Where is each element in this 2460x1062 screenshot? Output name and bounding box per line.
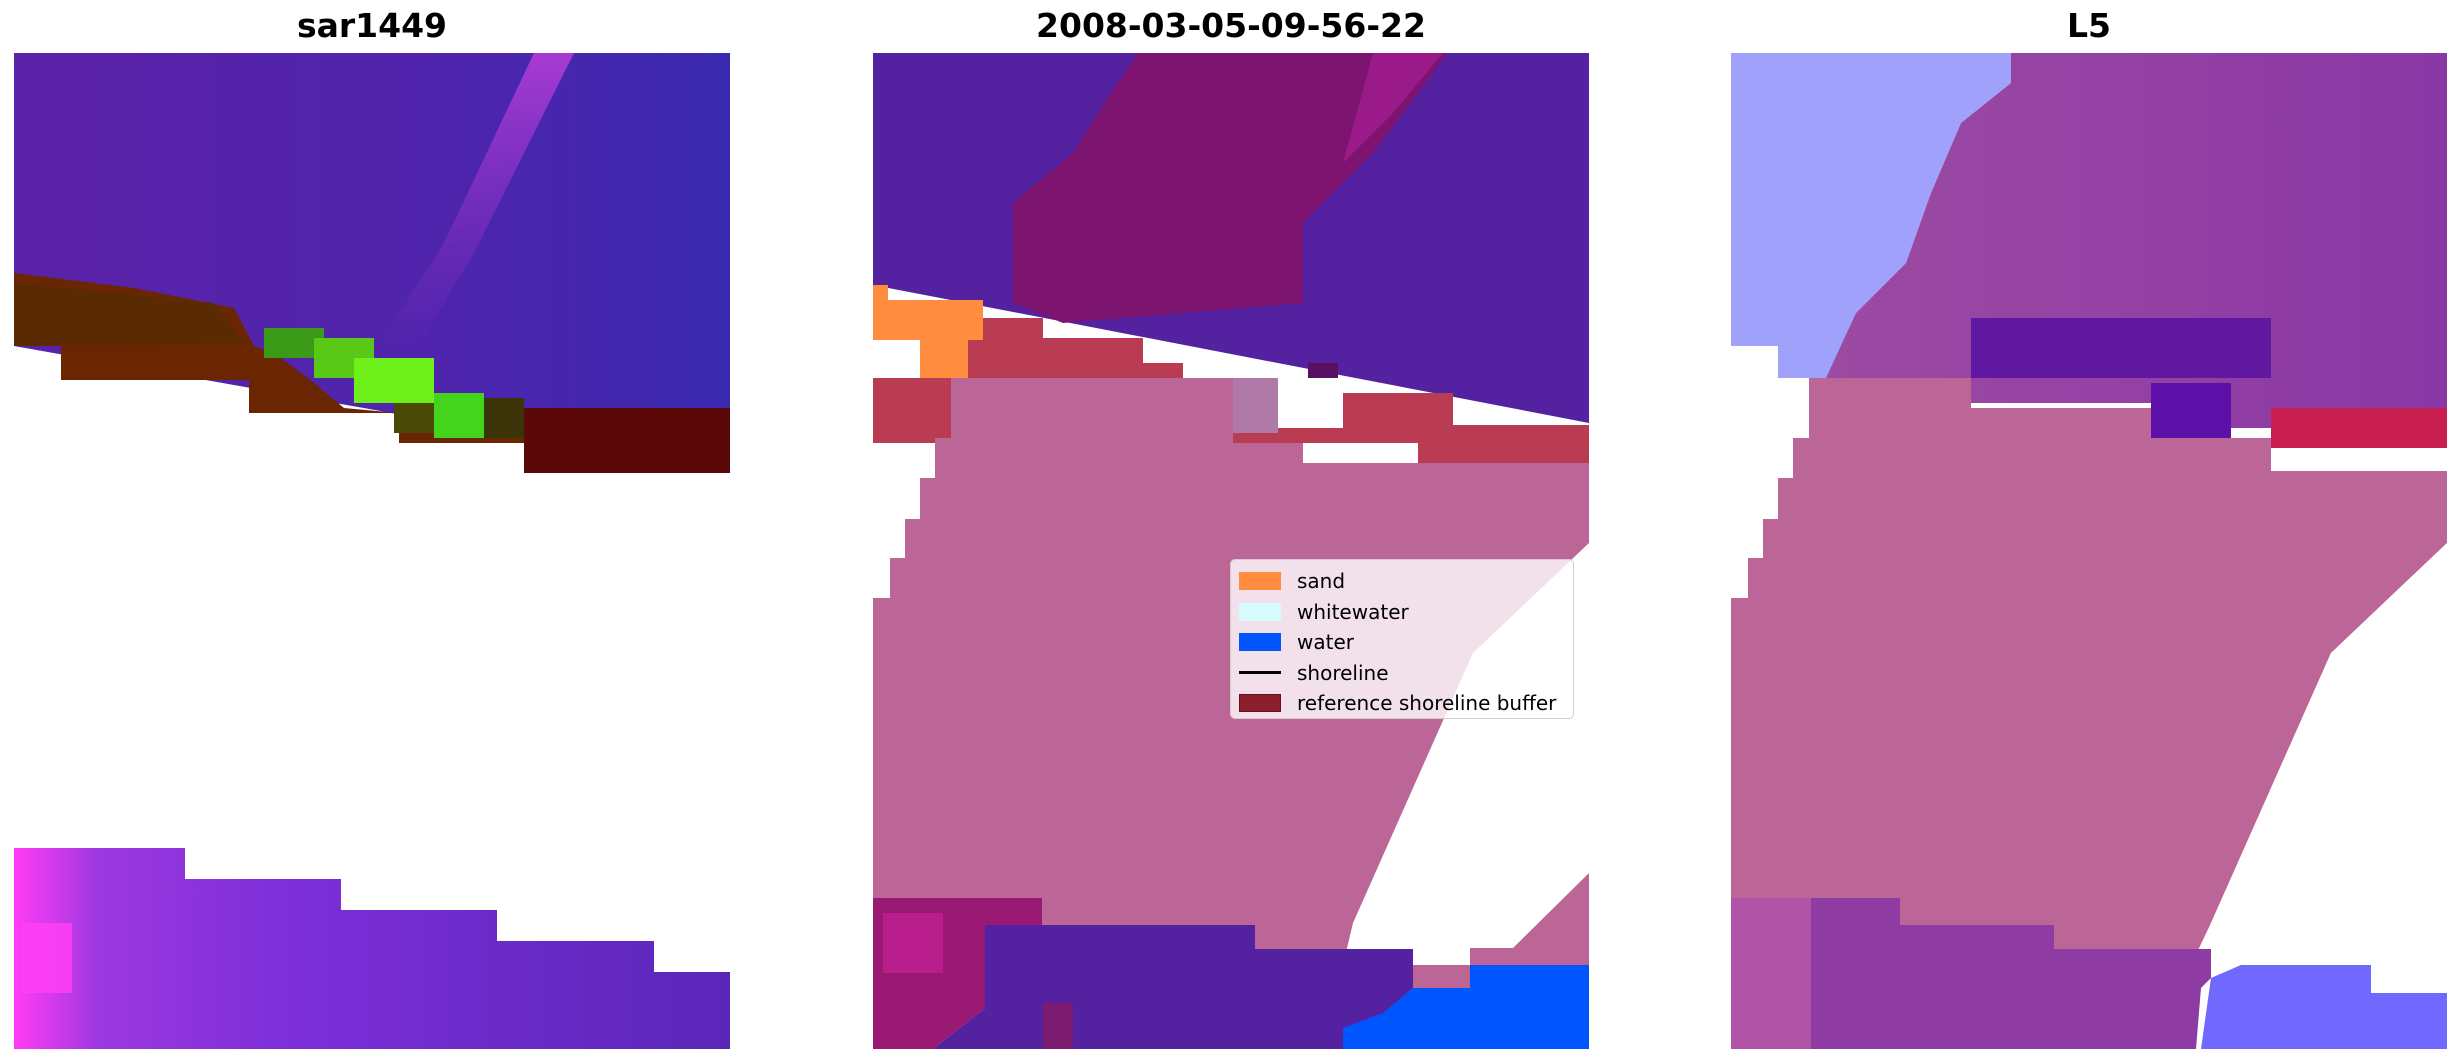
legend-label-shoreline: shoreline [1297, 660, 1389, 685]
legend-item-water: water [1239, 627, 1565, 658]
legend-item-whitewater: whitewater [1239, 597, 1565, 628]
rgb-image [14, 53, 730, 1049]
panel-title-rgb: sar1449 [296, 6, 448, 45]
legend-label-sand: sand [1297, 569, 1346, 594]
legend-swatch-reference-buffer [1239, 694, 1281, 713]
image-panel-rgb [14, 53, 730, 1049]
image-panel-classified [873, 53, 1589, 1049]
legend-line-shoreline [1239, 671, 1281, 675]
panel-title-classified: 2008-03-05-09-56-22 [1036, 6, 1426, 45]
image-panel-overlay [1731, 53, 2447, 1049]
legend-item-reference-buffer: reference shoreline buffer [1239, 688, 1565, 719]
legend-swatch-water [1239, 633, 1281, 652]
legend-label-whitewater: whitewater [1297, 599, 1409, 624]
legend-swatch-whitewater [1239, 602, 1281, 621]
legend: sand whitewater water shoreline referenc… [1230, 559, 1574, 719]
legend-item-sand: sand [1239, 566, 1565, 597]
panel-title-overlay: L5 [2067, 6, 2111, 45]
legend-label-water: water [1297, 630, 1354, 655]
classified-image [873, 53, 1589, 1049]
legend-item-shoreline: shoreline [1239, 658, 1565, 689]
overlay-image [1731, 53, 2447, 1049]
legend-swatch-sand [1239, 572, 1281, 591]
legend-label-reference-buffer: reference shoreline buffer [1297, 691, 1557, 716]
